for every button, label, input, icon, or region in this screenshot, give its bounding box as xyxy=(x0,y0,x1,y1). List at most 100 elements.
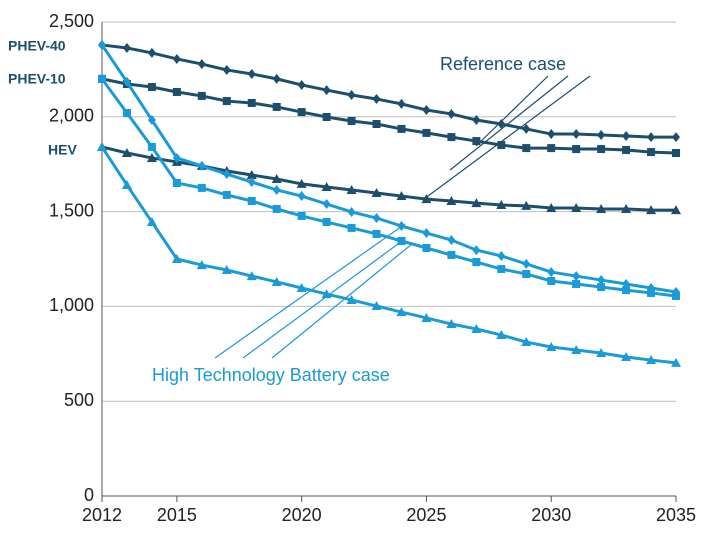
marker xyxy=(497,265,506,274)
marker xyxy=(247,68,256,79)
y-tick-label: 2,500 xyxy=(49,11,94,31)
marker xyxy=(446,195,457,205)
marker xyxy=(622,286,631,295)
marker xyxy=(597,283,606,292)
annotation: High Technology Battery case xyxy=(152,365,390,385)
marker xyxy=(222,97,231,106)
marker xyxy=(297,191,306,202)
marker xyxy=(671,357,681,367)
marker xyxy=(222,169,231,180)
marker xyxy=(396,191,407,201)
y-tick-label: 2,000 xyxy=(49,106,94,126)
marker xyxy=(121,148,132,158)
marker xyxy=(497,141,506,150)
marker xyxy=(297,108,306,117)
series-label: PHEV-40 xyxy=(8,38,66,54)
x-tick-label: 2012 xyxy=(82,505,122,525)
marker xyxy=(496,199,507,209)
x-tick-label: 2015 xyxy=(157,505,197,525)
marker xyxy=(197,183,206,192)
leader-lines xyxy=(214,75,591,359)
marker xyxy=(646,205,657,215)
marker xyxy=(347,116,356,125)
marker xyxy=(146,152,157,162)
marker xyxy=(296,178,307,188)
marker xyxy=(147,115,156,126)
marker xyxy=(546,341,557,351)
marker xyxy=(347,223,356,232)
marker xyxy=(522,123,531,134)
marker xyxy=(422,128,431,137)
marker xyxy=(572,271,581,282)
marker xyxy=(596,203,607,213)
marker xyxy=(247,196,256,205)
y-tick-label: 0 xyxy=(84,485,94,505)
marker xyxy=(447,251,456,260)
marker xyxy=(521,200,532,210)
marker xyxy=(597,145,606,154)
marker xyxy=(497,250,506,261)
marker xyxy=(572,280,581,289)
marker xyxy=(547,144,556,153)
y-tick-label: 500 xyxy=(64,390,94,410)
marker xyxy=(547,129,556,140)
marker xyxy=(98,74,106,83)
marker xyxy=(347,206,356,217)
marker xyxy=(272,204,281,213)
marker xyxy=(121,180,132,190)
marker xyxy=(246,271,257,281)
marker xyxy=(472,258,481,267)
marker xyxy=(272,102,281,111)
marker xyxy=(546,202,557,212)
marker xyxy=(571,345,582,355)
marker xyxy=(647,288,656,297)
marker xyxy=(221,264,232,274)
marker xyxy=(371,188,382,198)
marker xyxy=(247,98,256,107)
marker xyxy=(346,294,357,304)
marker xyxy=(671,205,681,215)
marker xyxy=(222,190,231,199)
marker xyxy=(572,145,581,154)
x-tick-label: 2025 xyxy=(406,505,446,525)
marker xyxy=(496,330,507,340)
marker xyxy=(622,130,631,141)
marker xyxy=(471,198,482,208)
marker xyxy=(346,184,357,194)
leader-line xyxy=(475,75,549,147)
series-line xyxy=(100,77,677,298)
marker xyxy=(347,89,356,100)
marker xyxy=(621,352,632,362)
marker xyxy=(447,133,456,142)
x-tick-label: 2030 xyxy=(531,505,571,525)
marker xyxy=(397,124,406,133)
series-line xyxy=(100,146,677,365)
series-label: HEV xyxy=(48,142,77,158)
marker xyxy=(547,276,556,285)
leader-line xyxy=(449,75,569,171)
leader-line xyxy=(423,75,591,200)
marker xyxy=(271,276,282,286)
leader-line xyxy=(214,223,406,359)
series-line xyxy=(101,145,676,212)
marker xyxy=(197,160,206,171)
marker xyxy=(372,120,381,129)
marker xyxy=(672,291,680,300)
marker xyxy=(197,91,206,100)
series-label: PHEV-10 xyxy=(8,71,66,87)
y-tick-label: 1,000 xyxy=(49,295,94,315)
marker xyxy=(222,64,231,75)
marker xyxy=(172,152,181,163)
marker xyxy=(297,79,306,90)
marker xyxy=(98,39,106,50)
annotation: Reference case xyxy=(440,54,566,74)
marker xyxy=(122,109,131,118)
x-tick-label: 2035 xyxy=(656,505,696,525)
marker xyxy=(272,184,281,195)
marker xyxy=(147,142,156,151)
marker xyxy=(372,229,381,238)
marker xyxy=(621,203,632,213)
marker xyxy=(371,301,382,311)
marker xyxy=(672,149,680,158)
